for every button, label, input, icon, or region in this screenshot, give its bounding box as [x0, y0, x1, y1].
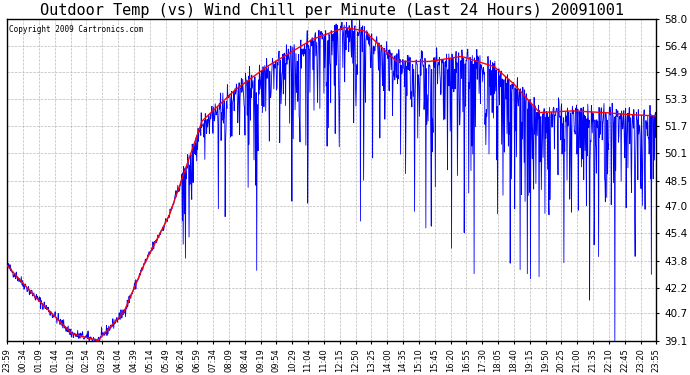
Text: Copyright 2009 Cartronics.com: Copyright 2009 Cartronics.com — [8, 26, 143, 34]
Title: Outdoor Temp (vs) Wind Chill per Minute (Last 24 Hours) 20091001: Outdoor Temp (vs) Wind Chill per Minute … — [40, 3, 624, 18]
